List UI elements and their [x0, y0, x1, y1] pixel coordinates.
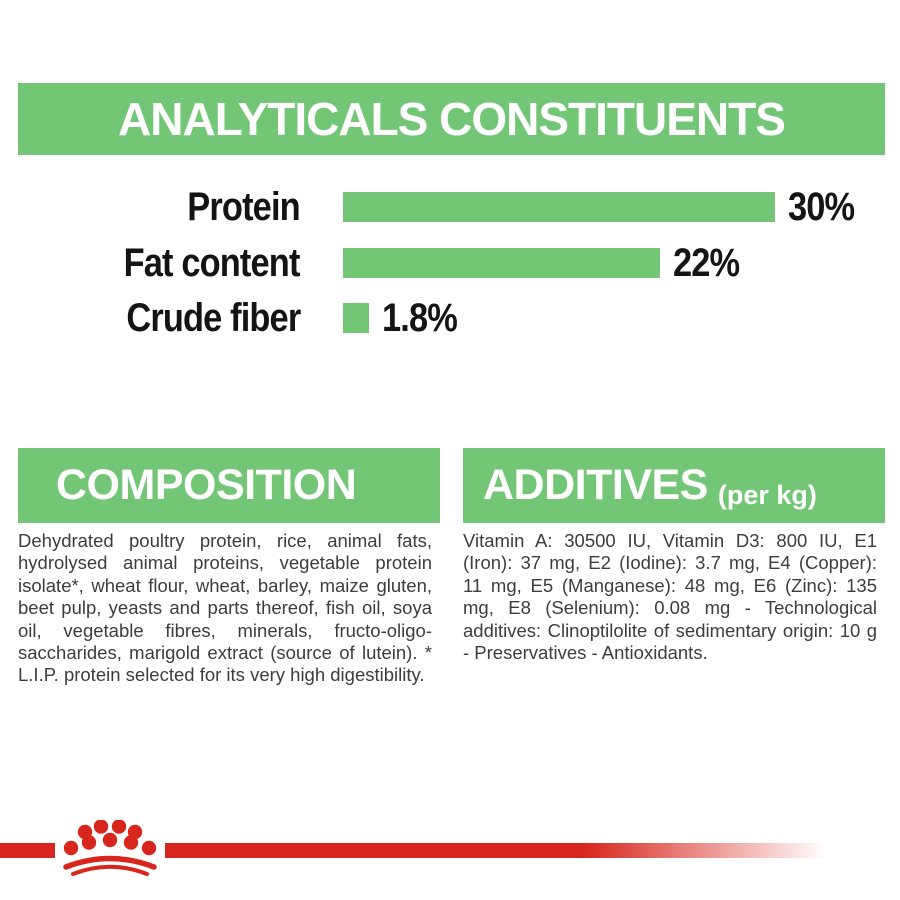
- analytical-constituents-banner: ANALYTICALS CONSTITUENTS: [18, 83, 885, 155]
- analytical-constituents-title: ANALYTICALS CONSTITUENTS: [118, 93, 786, 145]
- bar-label-crude-fiber: Crude fiber: [125, 296, 301, 340]
- bar-value-crude-fiber: 1.8%: [382, 296, 458, 340]
- composition-text: Dehydrated poultry protein, rice, animal…: [18, 530, 432, 686]
- royal-canin-crown-icon: [63, 820, 157, 876]
- chart-row-fat-content: Fat content 22%: [0, 240, 900, 285]
- additives-per-kg-label: (per kg): [717, 480, 817, 510]
- bar-value-fat-content: 22%: [673, 240, 740, 285]
- footer-rule-right: [165, 843, 840, 858]
- bar-protein: [343, 192, 775, 222]
- composition-banner: COMPOSITION: [18, 448, 440, 523]
- bar-crude-fiber: [343, 303, 369, 333]
- bar-label-fat-content: Fat content: [124, 240, 301, 285]
- footer-rule-left: [0, 843, 55, 858]
- bar-label-protein: Protein: [187, 185, 301, 229]
- additives-title: ADDITIVES: [483, 461, 708, 509]
- additives-banner: ADDITIVES (per kg): [463, 448, 885, 523]
- bar-fat-content: [343, 247, 660, 278]
- additives-text: Vitamin A: 30500 IU, Vitamin D3: 800 IU,…: [463, 530, 877, 664]
- chart-row-protein: Protein 30%: [0, 185, 900, 229]
- bar-value-protein: 30%: [788, 185, 855, 229]
- composition-title: COMPOSITION: [56, 461, 357, 509]
- chart-row-crude-fiber: Crude fiber 1.8%: [0, 296, 900, 340]
